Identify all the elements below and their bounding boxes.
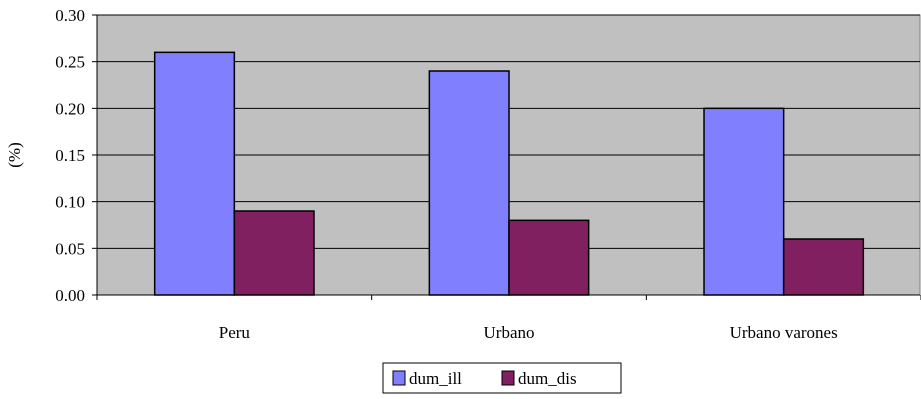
legend: dum_ill dum_dis [382, 362, 622, 394]
bar-dum_ill [703, 107, 785, 296]
legend-label-dum_dis: dum_dis [518, 369, 577, 388]
bar-dum_ill [428, 70, 510, 296]
y-tick-label: 0.30 [55, 6, 85, 25]
y-tick-label: 0.20 [55, 99, 85, 118]
y-tick-label: 0.05 [55, 239, 85, 258]
x-axis: Peru Urbano Urbano varones [96, 294, 921, 342]
y-tick-label: 0.00 [55, 286, 85, 305]
bar-dum_dis [233, 210, 315, 296]
x-tick-label: Urbano [484, 323, 535, 342]
bar-dum_dis [508, 219, 590, 296]
y-tick-label: 0.10 [55, 193, 85, 212]
y-tick-label: 0.25 [55, 53, 85, 72]
legend-swatch-dum_ill [392, 370, 406, 386]
x-tick-label: Urbano varones [730, 323, 838, 342]
bar-dum_ill [153, 51, 236, 296]
legend-label-dum_ill: dum_ill [409, 369, 462, 388]
y-axis-label: (%) [5, 142, 24, 167]
legend-swatch-dum_dis [501, 370, 515, 386]
bars [153, 51, 865, 296]
y-tick-label: 0.15 [55, 146, 85, 165]
y-axis: 0.00 0.05 0.10 0.15 0.20 0.25 0.30 [55, 6, 98, 305]
x-tick-label: Peru [219, 323, 251, 342]
bar-dum_dis [782, 238, 865, 296]
